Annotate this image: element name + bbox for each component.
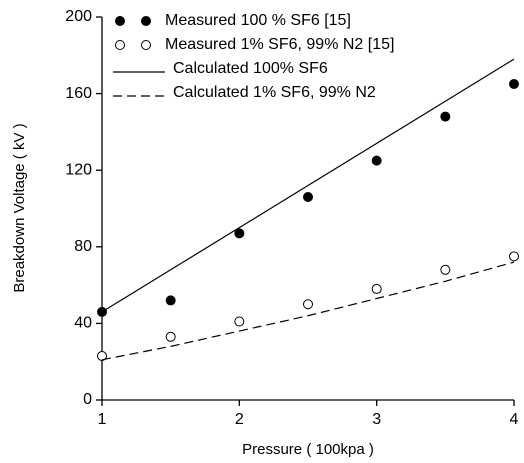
data-point [440, 264, 451, 275]
legend-marker [115, 16, 125, 26]
y-axis-label: Breakdown Voltage ( kV ) [11, 123, 28, 292]
data-point [509, 251, 519, 262]
data-point [165, 331, 176, 342]
series-line [101, 58, 515, 313]
legend-label: Calculated 1% SF6, 99% N2 [173, 84, 376, 101]
legend-label: Measured 100 % SF6 [15] [165, 12, 351, 29]
series-line [101, 261, 515, 361]
data-point [303, 299, 313, 310]
data-point [234, 316, 245, 327]
data-point [371, 283, 382, 294]
y-tick-label: 80 [74, 238, 92, 255]
x-tick-label: 3 [372, 411, 381, 428]
y-tick-label: 0 [83, 391, 92, 408]
data-point [509, 79, 519, 90]
legend-label: Calculated 100% SF6 [173, 60, 328, 77]
y-tick-label: 200 [65, 8, 92, 25]
legend-label: Measured 1% SF6, 99% N2 [15] [165, 36, 394, 53]
x-axis-label: Pressure ( 100kpa ) [242, 441, 374, 458]
y-tick-label: 40 [74, 315, 92, 332]
data-point [97, 350, 107, 361]
x-tick-label: 2 [235, 411, 244, 428]
y-tick-label: 160 [65, 85, 92, 102]
legend-marker [141, 16, 151, 26]
data-point [440, 111, 451, 122]
legend-marker [141, 40, 151, 50]
x-tick-label: 1 [98, 411, 107, 428]
y-tick-label: 120 [65, 161, 92, 178]
legend-marker [115, 40, 125, 50]
x-tick-label: 4 [510, 411, 519, 428]
data-point [234, 228, 245, 239]
data-point [165, 295, 176, 306]
data-point [303, 192, 313, 203]
data-point [371, 155, 382, 166]
